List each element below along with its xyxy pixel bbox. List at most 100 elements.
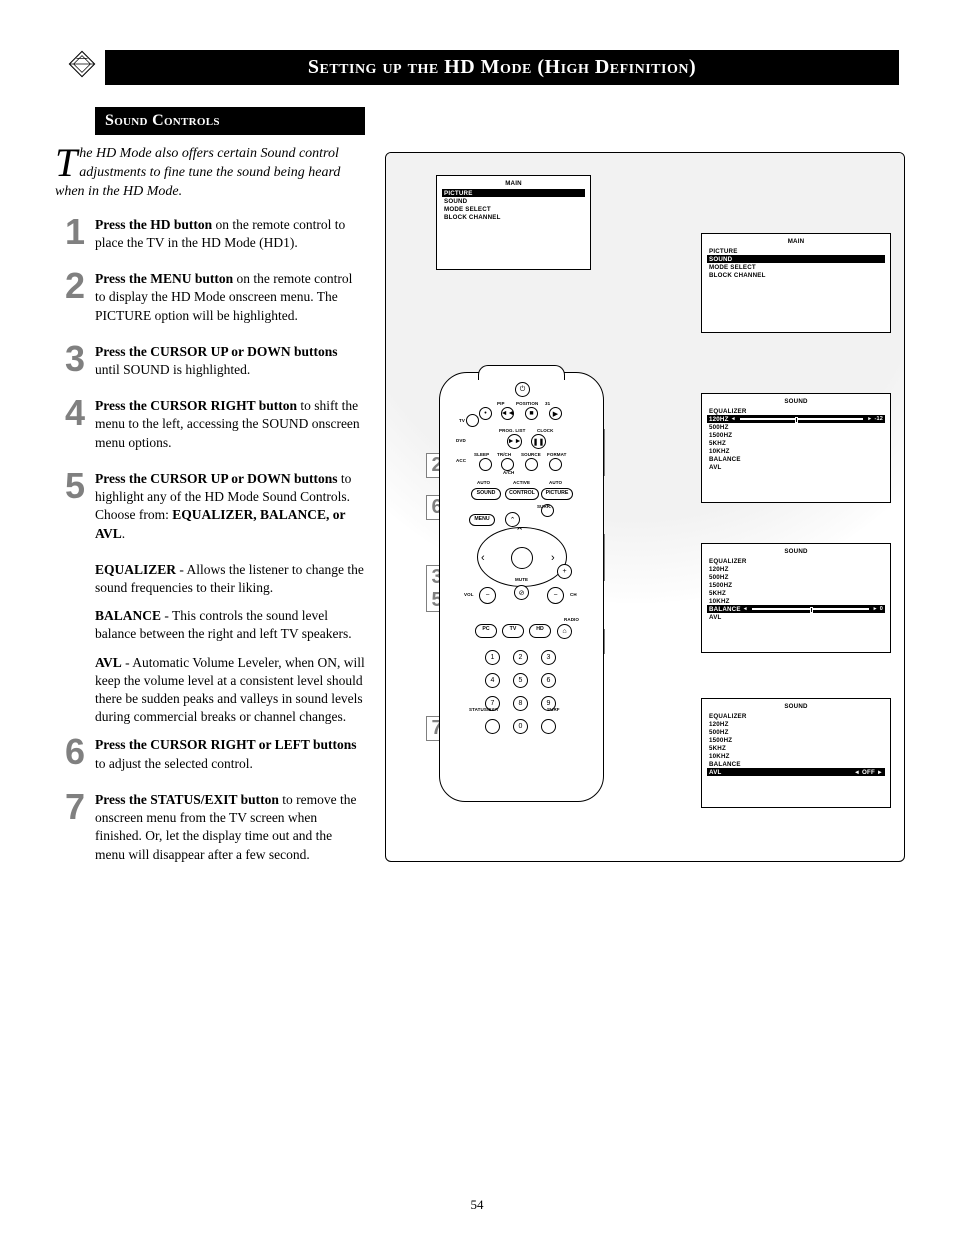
- sub-description: AVL - Automatic Volume Leveler, when ON,…: [95, 654, 365, 727]
- osd-row: BALANCE: [707, 455, 885, 463]
- step: 3 Press the CURSOR UP or DOWN buttons un…: [55, 343, 365, 387]
- tv-selector[interactable]: [466, 414, 479, 427]
- step-number: 7: [55, 791, 95, 872]
- num-8[interactable]: 8: [513, 696, 528, 711]
- sub-description: EQUALIZER - Allows the listener to chang…: [95, 561, 365, 597]
- osd-row: BLOCK CHANNEL: [707, 271, 885, 279]
- diamond-icon: [68, 50, 96, 78]
- remote-label: TV: [459, 418, 465, 423]
- osd-row: EQUALIZER: [707, 557, 885, 565]
- osd-row: 500HZ: [707, 728, 885, 736]
- remote-pill-button[interactable]: CONTROL: [505, 488, 539, 500]
- num-0[interactable]: 0: [513, 719, 528, 734]
- num-6[interactable]: 6: [541, 673, 556, 688]
- remote-button[interactable]: [549, 458, 562, 471]
- osd-row: PICTURE: [442, 189, 585, 197]
- remote-label: FORMAT: [547, 452, 567, 457]
- remote-button[interactable]: ⌃: [505, 512, 520, 527]
- osd-row: AVL: [707, 613, 885, 621]
- step-number: 6: [55, 736, 95, 780]
- remote-label: CH: [570, 592, 577, 597]
- step-number: 4: [55, 397, 95, 460]
- remote-label: STATUS/EXIT: [469, 707, 499, 712]
- osd-row: BLOCK CHANNEL: [442, 213, 585, 221]
- remote-label: SOURCE: [521, 452, 541, 457]
- vol-down[interactable]: −: [479, 587, 496, 604]
- page-title: Setting up the HD Mode (High Definition): [308, 56, 696, 78]
- osd-menu-main1: MAINPICTURESOUNDMODE SELECTBLOCK CHANNEL: [436, 175, 591, 270]
- step: 5 Press the CURSOR UP or DOWN buttons to…: [55, 470, 365, 551]
- cursor-ok[interactable]: [511, 547, 533, 569]
- osd-row: SOUND: [707, 255, 885, 263]
- intro-text: he HD Mode also offers certain Sound con…: [55, 146, 340, 199]
- osd-row: 120HZ: [707, 720, 885, 728]
- remote-button[interactable]: ❚❚: [531, 434, 546, 449]
- step: 2 Press the MENU button on the remote co…: [55, 270, 365, 333]
- remote-pill-button[interactable]: HD: [529, 624, 551, 638]
- remote-pill-button[interactable]: MENU: [469, 514, 495, 526]
- osd-row: 1500HZ: [707, 581, 885, 589]
- step: 7 Press the STATUS/EXIT button to remove…: [55, 791, 365, 872]
- step: 4 Press the CURSOR RIGHT button to shift…: [55, 397, 365, 460]
- step-number: 3: [55, 343, 95, 387]
- ch-down[interactable]: −: [547, 587, 564, 604]
- step-number: 5: [55, 470, 95, 551]
- num-5[interactable]: 5: [513, 673, 528, 688]
- remote-button[interactable]: ◄◄: [501, 407, 514, 420]
- osd-row: 120HZ ◄ ► -12: [707, 415, 885, 423]
- osd-menu-title: SOUND: [707, 398, 885, 405]
- osd-menu-title: SOUND: [707, 703, 885, 710]
- osd-row: MODE SELECT: [707, 263, 885, 271]
- osd-row: BALANCE: [707, 760, 885, 768]
- page-title-bar: Setting up the HD Mode (High Definition): [105, 50, 899, 85]
- remote-button[interactable]: •: [479, 407, 492, 420]
- remote-pill-button[interactable]: SOUND: [471, 488, 501, 500]
- step-body: Press the CURSOR RIGHT or LEFT buttons t…: [95, 736, 365, 780]
- num-2[interactable]: 2: [513, 650, 528, 665]
- osd-row: AVL◄ OFF ►: [707, 768, 885, 776]
- remote-button[interactable]: ►►: [507, 434, 522, 449]
- page-number: 54: [0, 1197, 954, 1213]
- osd-row: 10KHZ: [707, 447, 885, 455]
- osd-menu-sound3: SOUNDEQUALIZER120HZ500HZ1500HZ5KHZ10KHZB…: [701, 698, 891, 808]
- osd-menu-title: MAIN: [442, 180, 585, 187]
- remote-button[interactable]: ▶: [549, 407, 562, 420]
- remote-button[interactable]: [479, 458, 492, 471]
- osd-row: 1500HZ: [707, 431, 885, 439]
- remote-button[interactable]: [525, 458, 538, 471]
- remote-button[interactable]: ■: [525, 407, 538, 420]
- mute-button[interactable]: ⊘: [514, 585, 529, 600]
- remote-pill-button[interactable]: PICTURE: [541, 488, 573, 500]
- remote-control: ⏻•◄◄■▶►►❚❚SOUNDCONTROLPICTUREMENU⌃⌃⌄‹›+−…: [439, 372, 604, 802]
- osd-row: 5KHZ: [707, 589, 885, 597]
- num-1[interactable]: 1: [485, 650, 500, 665]
- remote-pill-button[interactable]: TV: [502, 624, 524, 638]
- osd-menu-sound1: SOUNDEQUALIZER 120HZ ◄ ► -12500HZ1500HZ5…: [701, 393, 891, 503]
- remote-label: RADIO: [564, 617, 579, 622]
- instructions-column: Sound Controls The HD Mode also offers c…: [55, 107, 365, 882]
- step-body: Press the MENU button on the remote cont…: [95, 270, 365, 333]
- osd-row: MODE SELECT: [442, 205, 585, 213]
- osd-row: AVL: [707, 463, 885, 471]
- power-button[interactable]: ⏻: [515, 382, 530, 397]
- remote-pill-button[interactable]: PC: [475, 624, 497, 638]
- step-number: 1: [55, 216, 95, 260]
- osd-row: PICTURE: [707, 247, 885, 255]
- osd-menu-title: SOUND: [707, 548, 885, 555]
- figure-frame: MAINPICTURESOUNDMODE SELECTBLOCK CHANNEL…: [385, 152, 905, 862]
- surf-button[interactable]: [541, 719, 556, 734]
- remote-label: SURF: [547, 707, 560, 712]
- step-body: Press the CURSOR UP or DOWN buttons unti…: [95, 343, 365, 387]
- osd-row: 120HZ: [707, 565, 885, 573]
- plus-button[interactable]: +: [557, 564, 572, 579]
- osd-menu-main2: MAINPICTURESOUNDMODE SELECTBLOCK CHANNEL: [701, 233, 891, 333]
- num-4[interactable]: 4: [485, 673, 500, 688]
- remote-label: SURR.: [537, 504, 552, 509]
- remote-label: DVD: [456, 438, 466, 443]
- num-3[interactable]: 3: [541, 650, 556, 665]
- remote-label: VOL: [464, 592, 474, 597]
- step-number: 2: [55, 270, 95, 333]
- radio-button[interactable]: ⌂: [557, 624, 572, 639]
- intro-paragraph: The HD Mode also offers certain Sound co…: [55, 145, 365, 202]
- status-exit-button[interactable]: [485, 719, 500, 734]
